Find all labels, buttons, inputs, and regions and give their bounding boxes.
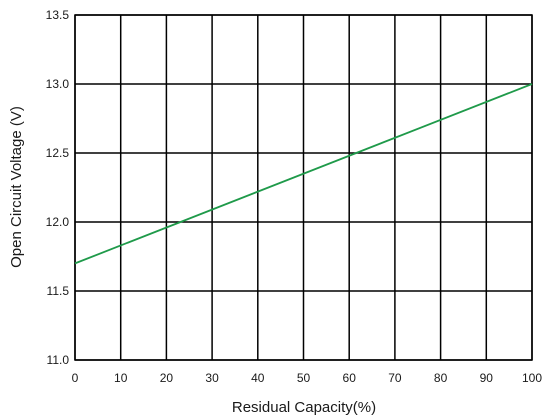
x-tick-label: 40 — [251, 371, 265, 385]
y-tick-label: 13.0 — [46, 77, 70, 91]
series-line — [74, 83, 533, 265]
y-tick-labels: 11.0 11.5 12.0 12.5 13.0 13.5 — [46, 8, 70, 367]
grid — [74, 14, 533, 361]
y-tick-label: 13.5 — [46, 8, 70, 22]
x-axis-label: Residual Capacity(%) — [232, 399, 376, 416]
x-tick-label: 0 — [72, 371, 79, 385]
y-tick-label: 12.5 — [46, 146, 70, 160]
x-tick-label: 10 — [114, 371, 128, 385]
y-axis-label: Open Circuit Voltage (V) — [8, 106, 25, 268]
x-tick-label: 60 — [343, 371, 357, 385]
x-tick-labels: 0 10 20 30 40 50 60 70 80 90 100 — [72, 371, 543, 385]
y-tick-label: 11.0 — [47, 353, 70, 367]
plot-frame — [74, 14, 533, 361]
y-tick-label: 11.5 — [47, 284, 70, 298]
y-tick-label: 12.0 — [46, 215, 70, 229]
series-group — [74, 83, 533, 265]
x-tick-label: 50 — [297, 371, 311, 385]
x-tick-label: 30 — [205, 371, 219, 385]
x-tick-label: 80 — [434, 371, 448, 385]
x-tick-label: 100 — [522, 371, 542, 385]
x-tick-label: 20 — [160, 371, 174, 385]
x-tick-label: 70 — [388, 371, 402, 385]
x-tick-label: 90 — [480, 371, 494, 385]
